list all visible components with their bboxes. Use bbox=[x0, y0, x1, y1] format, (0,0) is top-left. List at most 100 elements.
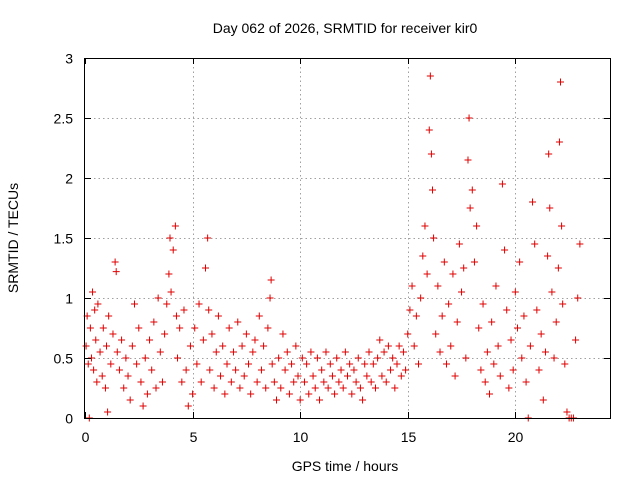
data-point bbox=[380, 348, 388, 356]
data-point bbox=[453, 318, 461, 326]
data-point bbox=[328, 372, 336, 380]
data-point bbox=[251, 336, 259, 344]
data-point bbox=[206, 366, 214, 374]
data-point bbox=[91, 306, 99, 314]
data-point bbox=[402, 366, 410, 374]
data-point bbox=[356, 384, 364, 392]
data-point bbox=[548, 288, 556, 296]
data-point bbox=[481, 378, 489, 386]
plot-frame bbox=[84, 58, 611, 419]
data-point bbox=[410, 342, 418, 350]
data-point bbox=[94, 300, 102, 308]
data-point bbox=[267, 276, 275, 284]
data-point bbox=[118, 336, 126, 344]
x-tick-label: 10 bbox=[293, 429, 309, 445]
data-point bbox=[365, 348, 373, 356]
data-point bbox=[473, 222, 481, 230]
data-point bbox=[93, 378, 101, 386]
data-point bbox=[180, 306, 188, 314]
data-point bbox=[371, 384, 379, 392]
data-point bbox=[555, 138, 563, 146]
data-point bbox=[281, 366, 289, 374]
data-point bbox=[238, 342, 246, 350]
x-tick-label: 0 bbox=[82, 429, 90, 445]
data-point bbox=[296, 396, 304, 404]
data-point bbox=[115, 366, 123, 374]
data-point bbox=[324, 384, 332, 392]
data-point bbox=[146, 336, 154, 344]
data-point bbox=[201, 264, 209, 272]
data-point bbox=[189, 390, 197, 398]
data-point bbox=[205, 306, 213, 314]
data-point bbox=[292, 342, 300, 350]
data-point bbox=[576, 240, 584, 248]
data-point bbox=[98, 372, 106, 380]
data-point bbox=[541, 348, 549, 356]
data-point bbox=[112, 268, 120, 276]
data-point bbox=[554, 264, 562, 272]
data-point bbox=[166, 234, 174, 242]
data-point bbox=[501, 246, 509, 254]
data-point bbox=[498, 180, 506, 188]
data-point bbox=[255, 312, 263, 320]
data-point bbox=[294, 372, 302, 380]
x-tick-label: 5 bbox=[190, 429, 198, 445]
data-point bbox=[544, 252, 552, 260]
data-point bbox=[395, 342, 403, 350]
data-point bbox=[186, 342, 194, 350]
data-point bbox=[82, 342, 90, 350]
data-point bbox=[272, 396, 280, 404]
data-point bbox=[316, 396, 324, 404]
data-point bbox=[516, 258, 524, 266]
data-point bbox=[505, 384, 513, 392]
data-point bbox=[99, 324, 107, 332]
data-point bbox=[96, 348, 104, 356]
data-point bbox=[447, 342, 455, 350]
data-point bbox=[449, 270, 457, 278]
data-point bbox=[545, 150, 553, 158]
data-point bbox=[415, 360, 423, 368]
data-point bbox=[417, 294, 425, 302]
data-point bbox=[494, 342, 502, 350]
data-point bbox=[126, 396, 134, 404]
data-point bbox=[90, 366, 98, 374]
data-point bbox=[526, 342, 534, 350]
data-point bbox=[391, 384, 399, 392]
data-point bbox=[84, 360, 92, 368]
data-point bbox=[348, 390, 356, 398]
data-point bbox=[378, 372, 386, 380]
data-point bbox=[468, 186, 476, 194]
data-point bbox=[339, 384, 347, 392]
data-point bbox=[509, 366, 517, 374]
data-point bbox=[236, 384, 244, 392]
data-point bbox=[176, 324, 184, 332]
data-point bbox=[333, 354, 341, 362]
data-point bbox=[423, 270, 431, 278]
data-point bbox=[520, 312, 528, 320]
data-point bbox=[221, 390, 229, 398]
data-point bbox=[165, 270, 173, 278]
data-point bbox=[154, 294, 162, 302]
data-point bbox=[359, 396, 367, 404]
data-point bbox=[406, 306, 414, 314]
data-point bbox=[522, 378, 530, 386]
data-point bbox=[212, 348, 220, 356]
data-point bbox=[257, 366, 265, 374]
x-tick-label: 20 bbox=[508, 429, 524, 445]
data-point bbox=[421, 222, 429, 230]
data-point bbox=[535, 366, 543, 374]
data-point bbox=[412, 312, 420, 320]
data-point bbox=[546, 204, 554, 212]
data-point bbox=[219, 342, 227, 350]
data-point bbox=[208, 330, 216, 338]
data-point bbox=[442, 360, 450, 368]
data-point bbox=[513, 324, 521, 332]
data-point bbox=[574, 294, 582, 302]
data-point bbox=[137, 378, 145, 386]
data-point bbox=[105, 312, 113, 320]
data-point bbox=[318, 366, 326, 374]
data-point bbox=[445, 300, 453, 308]
data-point bbox=[458, 288, 466, 296]
grid-lines bbox=[85, 58, 610, 418]
